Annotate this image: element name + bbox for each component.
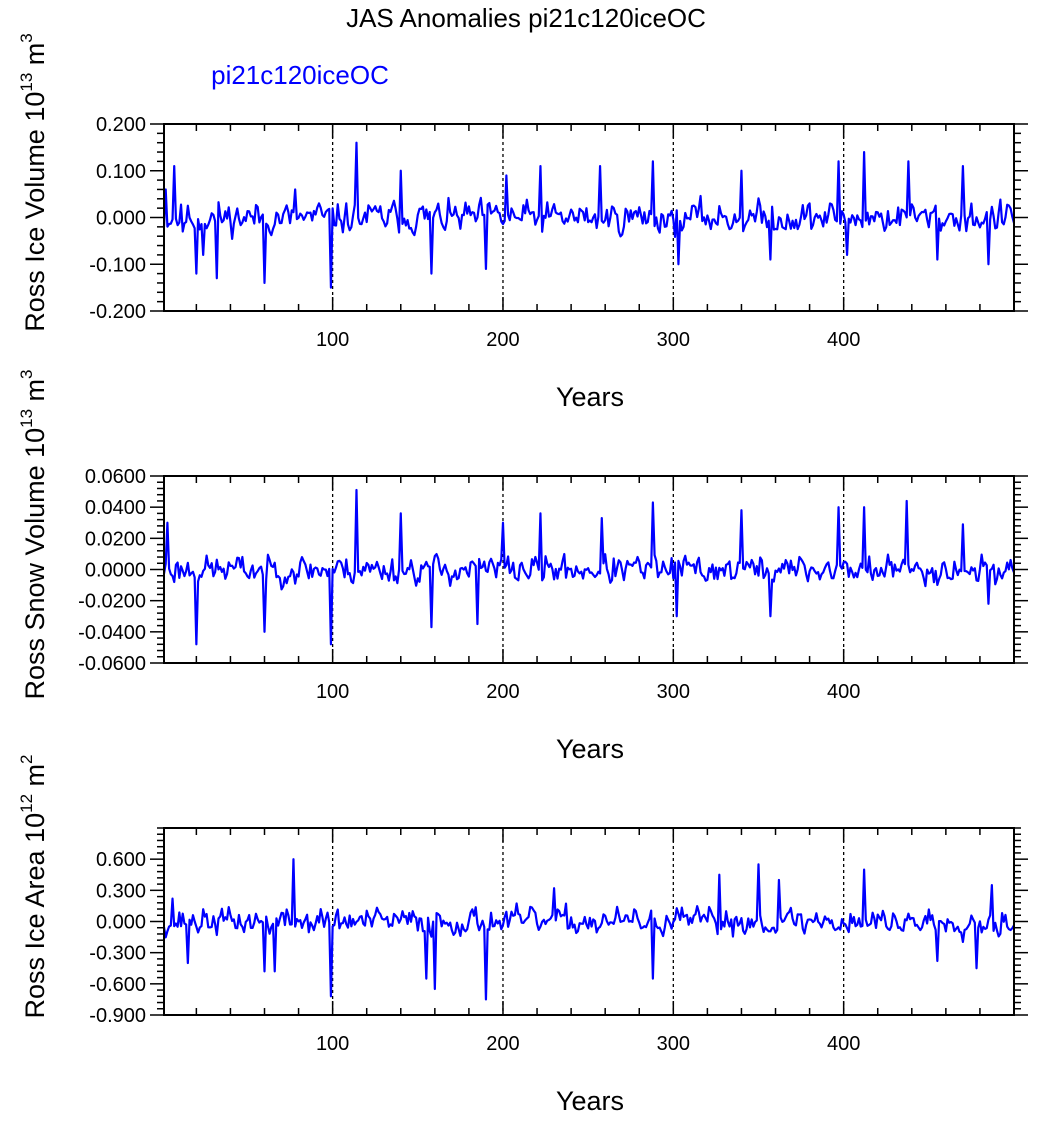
series-line-1 — [162, 141, 1016, 289]
x-tick-label: 200 — [486, 1033, 519, 1055]
x-tick-label: 400 — [827, 1033, 860, 1055]
x-axis-label: Years — [556, 382, 624, 412]
chart-title: JAS Anomalies pi21c120iceOC — [346, 3, 706, 33]
y-tick-label: 0.200 — [96, 114, 146, 136]
y-tick-label: 0.0200 — [85, 528, 146, 550]
x-axis-label: Years — [556, 734, 624, 764]
y-axis-label: Ross Snow Volume 1013 m3 — [17, 369, 50, 699]
y-axis-label: Ross Ice Volume 1013 m3 — [17, 33, 50, 332]
panels: -0.200 -0.100 0.000 0.100 0.200 100 200 300 400 Y… — [17, 33, 1028, 1116]
series-line-2 — [162, 488, 1016, 646]
y-tick-label: -0.600 — [89, 974, 146, 996]
y-tick-label: 0.0400 — [85, 497, 146, 519]
x-tick-label: 200 — [486, 681, 519, 703]
panel-2: -0.0600 -0.0400 -0.0200 0.0000 0.0200 0.0400 0… — [17, 369, 1028, 764]
y-tick-label: -0.0200 — [78, 591, 146, 613]
y-tick-label: 0.000 — [96, 912, 146, 934]
x-axis-label: Years — [556, 1086, 624, 1116]
x-tick-label: 100 — [316, 681, 349, 703]
panel-3: -0.900 -0.600 -0.300 0.000 0.300 0.600 100 200 3… — [17, 754, 1028, 1116]
y-tick-label: 0.300 — [96, 880, 146, 902]
y-tick-label: 0.0000 — [85, 560, 146, 582]
y-tick-label: -0.0400 — [78, 622, 146, 644]
legend-label: pi21c120iceOC — [211, 60, 389, 90]
series-line-3 — [162, 858, 1015, 1001]
y-tick-label: -0.900 — [89, 1005, 146, 1027]
x-tick-label: 300 — [657, 681, 690, 703]
y-tick-label: 0.600 — [96, 849, 146, 871]
x-tick-label: 200 — [486, 329, 519, 351]
x-tick-label: 400 — [827, 329, 860, 351]
x-tick-label: 100 — [316, 329, 349, 351]
y-tick-label: 0.100 — [96, 161, 146, 183]
y-tick-label: -0.0600 — [78, 653, 146, 675]
y-tick-label: -0.300 — [89, 943, 146, 965]
x-tick-label: 300 — [657, 329, 690, 351]
y-tick-label: -0.100 — [89, 254, 146, 276]
panel-1: -0.200 -0.100 0.000 0.100 0.200 100 200 300 400 Y… — [17, 33, 1028, 412]
y-tick-label: 0.000 — [96, 208, 146, 230]
y-axis-label: Ross Ice Area 1012 m2 — [17, 754, 50, 1018]
y-tick-label: -0.200 — [89, 301, 146, 323]
x-tick-label: 100 — [316, 1033, 349, 1055]
x-tick-label: 300 — [657, 1033, 690, 1055]
x-tick-label: 400 — [827, 681, 860, 703]
y-tick-label: 0.0600 — [85, 466, 146, 488]
